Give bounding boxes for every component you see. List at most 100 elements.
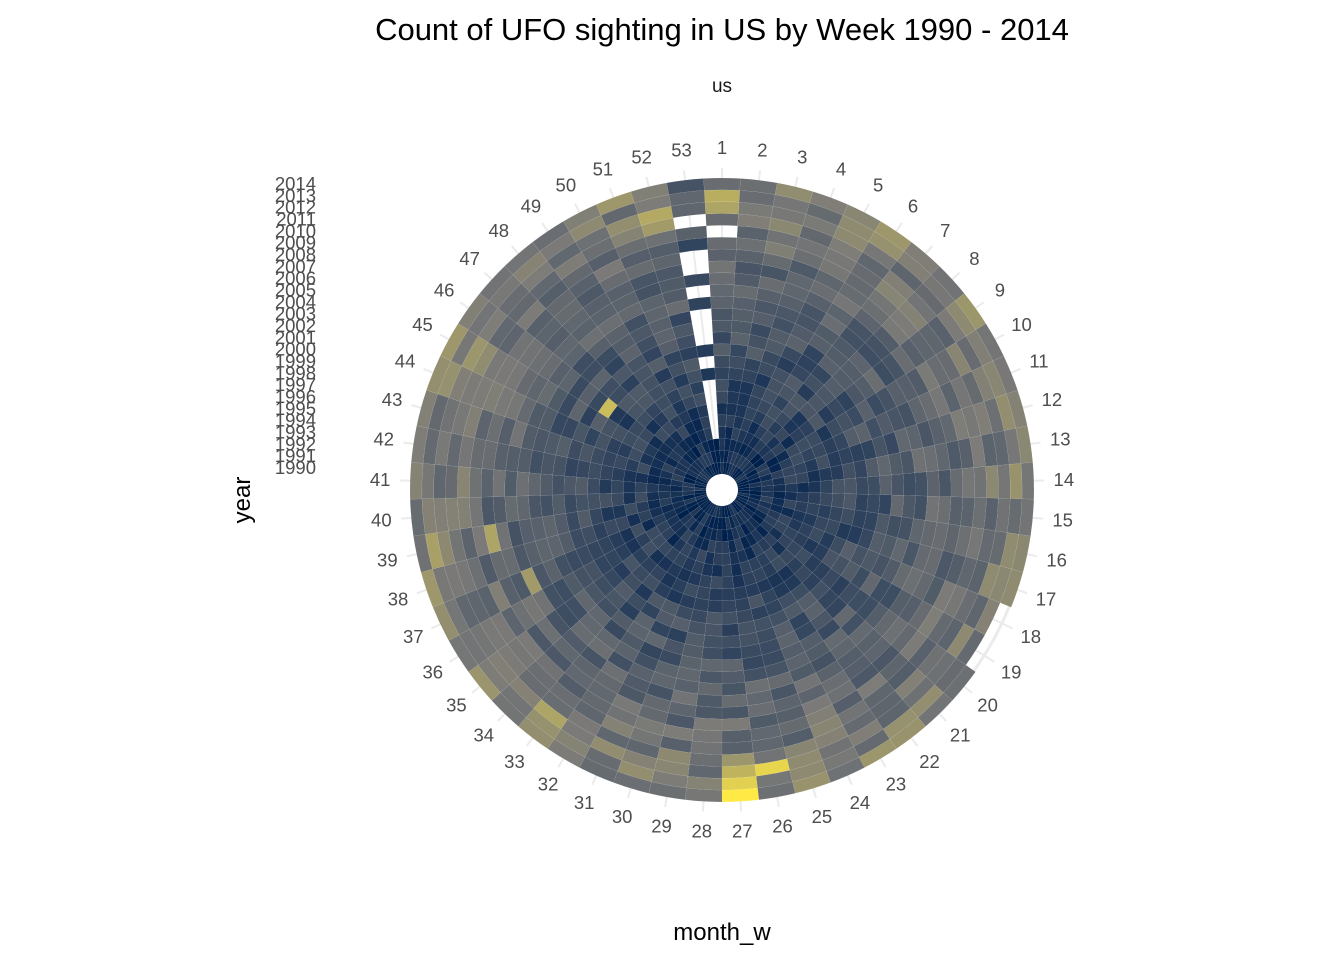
week-tick-8: 8 (969, 248, 979, 269)
heatmap-cell-w41-2007 (492, 469, 506, 497)
heatmap-cell-w41-2011 (445, 465, 459, 499)
heatmap-cell-w48-1999 (628, 382, 648, 403)
heatmap-cell-w28-1998 (707, 599, 723, 613)
heatmap-cell-w45-2006 (525, 373, 549, 402)
year-tick-1999: 1999 (275, 351, 316, 372)
heatmap-cell-w35-1992 (679, 512, 694, 526)
heatmap-cell-w28-2010 (690, 740, 723, 755)
heatmap-cell-w14-2013 (1008, 463, 1023, 500)
heatmap-cell-w29-1990 (715, 505, 721, 518)
week-tick-23: 23 (886, 773, 907, 794)
heatmap-cell-w10-1994 (775, 449, 791, 464)
heatmap-cell-w1-1992 (718, 438, 726, 451)
heatmap-cell-w53-1990 (716, 461, 722, 475)
heatmap-cell-w2-1998 (728, 367, 744, 382)
heatmap-cell-w36-1990 (697, 497, 710, 507)
heatmap-cell-w15-2009 (960, 496, 975, 528)
heatmap-cell-w22-1995 (763, 546, 780, 563)
heatmap-cell-w14-2007 (938, 469, 952, 497)
heatmap-cell-w17-2003 (879, 534, 898, 559)
heatmap-cell-w17-2009 (945, 553, 967, 586)
heatmap-cell-w27-1995 (721, 564, 733, 578)
heatmap-cell-w25-2001 (756, 626, 778, 644)
heatmap-cell-w40-1998 (599, 493, 613, 509)
year-tick-2001: 2001 (275, 327, 316, 348)
heatmap-cell-w14-2000 (855, 476, 869, 495)
week-tick-49: 49 (521, 195, 542, 216)
heatmap-cell-w14-2012 (997, 464, 1011, 499)
heatmap-cell-w33-2004 (595, 627, 621, 651)
heatmap-cell-w14-1996 (808, 481, 822, 494)
heatmap-cell-w2-2002 (731, 320, 753, 335)
heatmap-cell-w41-1996 (622, 481, 636, 494)
heatmap-cell-w51-2008 (624, 259, 656, 281)
heatmap-cell-w41-1998 (599, 478, 612, 494)
heatmap-cell-w41-1994 (646, 483, 660, 493)
heatmap-cell-w28-1995 (711, 564, 723, 578)
heatmap-cell-w27-1994 (721, 552, 732, 566)
heatmap-cell-w2-1997 (727, 379, 742, 393)
heatmap-cell-w40-1995 (634, 492, 648, 504)
heatmap-cell-w45-2014 (440, 323, 469, 362)
heatmap-cell-w45-2013 (450, 329, 479, 367)
heatmap-cell-w52-1995 (696, 404, 709, 419)
heatmap-cell-w13-1992 (760, 479, 774, 487)
heatmap-cell-w15-2003 (889, 494, 904, 518)
week-tick-47: 47 (459, 248, 480, 269)
heatmap-cell-w41-2010 (457, 466, 471, 499)
week-tick-11: 11 (1029, 350, 1048, 371)
heatmap-cell-w27-2006 (721, 693, 748, 708)
heatmap-cell-w1-2012 (704, 201, 740, 215)
heatmap-cell-w41-1999 (587, 477, 601, 495)
heatmap-cell-w53-1992 (712, 438, 720, 452)
heatmap-cell-w26-2002 (740, 643, 763, 659)
year-tick-2004: 2004 (275, 291, 316, 312)
heatmap-cell-w11-2014 (992, 355, 1018, 395)
year-tick-2003: 2003 (275, 303, 316, 324)
heatmap-cell-w51-2014 (595, 191, 635, 216)
heatmap-cell-w13-2009 (957, 437, 975, 469)
heatmap-cell-w43-2003 (543, 431, 562, 456)
heatmap-cell-w14-2006 (926, 470, 940, 497)
week-tick-32: 32 (538, 773, 559, 794)
week-tick-36: 36 (423, 662, 444, 683)
heatmap-cell-w28-1991 (717, 517, 723, 530)
heatmap-cell-w52-2002 (672, 322, 695, 340)
heatmap-cell-w17-1994 (780, 506, 795, 519)
heatmap-cell-w28-2012 (687, 764, 723, 779)
heatmap-cell-w28-2003 (700, 658, 723, 672)
heatmap-cell-w8-2009 (889, 308, 919, 339)
heatmap-cell-w40-2007 (492, 496, 508, 525)
heatmap-cell-w49-1990 (704, 465, 715, 478)
heatmap-cell-w1-1999 (713, 355, 731, 368)
heatmap-cell-w27-2003 (721, 658, 744, 672)
heatmap-cell-w1-2000 (713, 343, 731, 357)
heatmap-cell-w3-1998 (741, 369, 759, 385)
heatmap-cell-w20-2011 (916, 644, 947, 677)
heatmap-cell-w21-2001 (817, 588, 839, 611)
heatmap-cell-w7-2011 (882, 269, 915, 301)
year-tick-2006: 2006 (275, 268, 316, 289)
heatmap-cell-w32-1999 (646, 591, 667, 610)
heatmap-cell-w18-2011 (953, 589, 979, 624)
heatmap-cell-w40-2014 (409, 498, 426, 537)
heatmap-cell-w28-2007 (694, 705, 723, 720)
heatmap-cell-w17-1998 (824, 518, 841, 537)
heatmap-cell-w45-1998 (611, 424, 629, 443)
heatmap-cell-w39-2005 (518, 518, 536, 545)
heatmap-cell-w45-2011 (472, 342, 499, 377)
heatmap-cell-w53-2014 (666, 178, 705, 195)
heatmap-cell-w15-1995 (796, 492, 810, 504)
heatmap-cell-w27-2007 (721, 705, 750, 720)
heatmap-cell-w41-2013 (421, 463, 436, 500)
week-tick-27: 27 (732, 820, 753, 841)
heatmap-cell-w3-2000 (745, 345, 765, 362)
heatmap-cell-w27-2008 (721, 717, 751, 732)
heatmap-cell-w47-2004 (571, 350, 596, 376)
heatmap-cell-w35-2011 (497, 644, 528, 677)
heatmap-cell-w29-2013 (651, 770, 689, 789)
heatmap-cell-w28-1999 (705, 611, 723, 625)
week-tick-33: 33 (504, 751, 525, 772)
heatmap-cell-w40-1999 (587, 493, 602, 511)
heatmap-cell-w40-2003 (540, 494, 555, 518)
